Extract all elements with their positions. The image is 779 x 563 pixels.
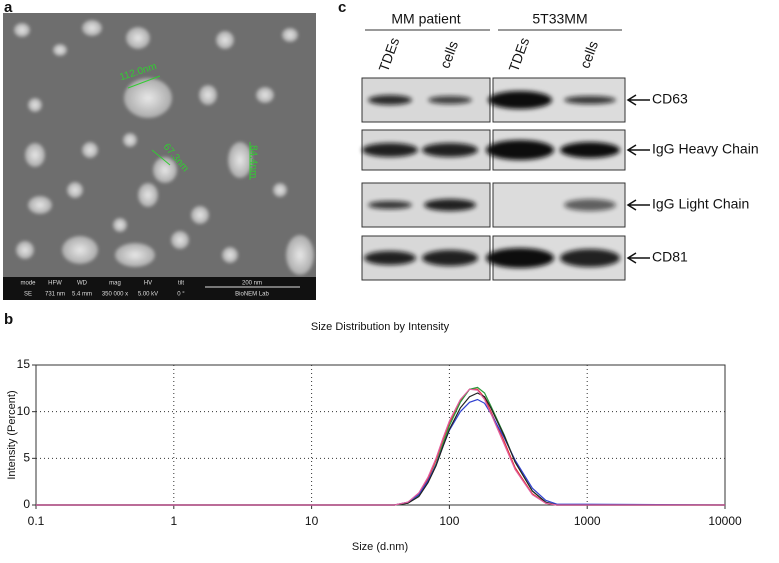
info-key: HV	[144, 281, 152, 287]
sem-image	[3, 13, 316, 300]
y-tick-label: 15	[17, 357, 31, 371]
band	[486, 248, 554, 268]
info-value: 0 °	[177, 292, 185, 298]
panel-label: b	[4, 311, 13, 328]
row-label: IgG Light Chain	[652, 196, 749, 212]
lane-label: TDEs	[375, 35, 402, 73]
row-label: CD63	[652, 91, 688, 107]
band	[486, 140, 554, 160]
band	[368, 95, 412, 105]
series-line	[36, 388, 725, 506]
band	[422, 250, 478, 266]
info-key: tilt	[178, 281, 184, 287]
arrow	[626, 144, 650, 156]
band	[422, 143, 478, 157]
info-key: HFW	[48, 281, 62, 287]
y-tick-label: 10	[17, 404, 31, 418]
band	[560, 249, 620, 267]
chart-title: Size Distribution by Intensity	[311, 321, 450, 333]
band	[368, 201, 412, 209]
group-label: MM patient	[391, 11, 460, 27]
x-axis-label: Size (d.nm)	[352, 541, 408, 553]
info-value: 731 nm	[45, 292, 65, 298]
band	[364, 251, 416, 265]
arrow	[626, 252, 650, 264]
y-tick-label: 5	[23, 451, 30, 465]
info-key: WD	[77, 281, 88, 287]
x-tick-label: 1000	[574, 514, 601, 528]
series-line	[36, 386, 725, 506]
x-tick-label: 100	[439, 514, 459, 528]
band	[428, 96, 472, 104]
row-label: CD81	[652, 249, 688, 265]
band	[362, 143, 418, 157]
x-tick-label: 10	[305, 514, 319, 528]
info-key: mag	[109, 281, 121, 287]
band	[564, 96, 616, 104]
panel-label: c	[338, 0, 346, 16]
info-key: mode	[20, 281, 36, 287]
plot-area	[35, 364, 726, 506]
arrow	[626, 94, 650, 106]
scale-bar-label: 200 nm	[242, 281, 262, 287]
lane-label: TDEs	[505, 35, 532, 73]
series-line	[36, 392, 725, 506]
row-label: IgG Heavy Chain	[652, 141, 759, 157]
lane-label: cells	[576, 39, 601, 71]
arrow	[626, 199, 650, 211]
lane-label: cells	[436, 39, 461, 71]
x-tick-label: 10000	[708, 514, 742, 528]
info-value: SE	[24, 292, 32, 298]
series-line	[36, 388, 725, 506]
y-axis-label: Intensity (Percent)	[6, 390, 18, 479]
info-value: 350 000 x	[102, 292, 128, 298]
band	[424, 199, 476, 211]
lab-name: BioNEM Lab	[235, 292, 269, 298]
band	[564, 199, 616, 211]
info-value: 5.00 kV	[138, 292, 158, 298]
info-value: 5.4 mm	[72, 292, 92, 298]
group-label: 5T33MM	[532, 11, 587, 27]
x-tick-label: 0.1	[28, 514, 45, 528]
y-tick-label: 0	[23, 497, 30, 511]
series-line	[36, 398, 726, 506]
band	[560, 142, 620, 158]
measurement: 84.4nm	[247, 145, 258, 178]
band	[488, 91, 552, 109]
x-tick-label: 1	[170, 514, 177, 528]
panel-label: a	[4, 0, 13, 16]
